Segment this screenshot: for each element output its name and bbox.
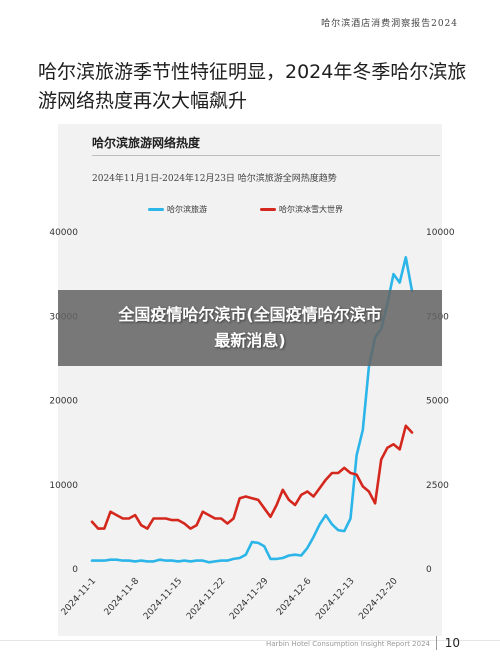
y-left-tick-label: 20000 [49, 397, 78, 407]
x-tick-label: 2024-12-20 [357, 576, 400, 622]
chart-subtitle: 2024年11月1日-2024年12月23日 哈尔滨旅游全网热度趋势 [92, 174, 337, 184]
y-right-tick-label: 0 [426, 565, 432, 575]
x-tick-label: 2024-12-6 [275, 576, 314, 618]
y-right-tick-label: 10000 [426, 228, 455, 238]
y-right-tick-label: 5000 [426, 397, 449, 407]
legend-swatch-series1 [148, 208, 164, 211]
overlay-line-2: 最新消息) [214, 331, 286, 350]
title-divider [92, 155, 440, 156]
legend-label-series2: 哈尔滨冰雪大世界 [279, 205, 343, 214]
legend-item-series1: 哈尔滨旅游 [148, 204, 207, 215]
footer-source: Harbin Hotel Consumption Insight Report … [265, 640, 430, 648]
legend-label-series1: 哈尔滨旅游 [167, 205, 207, 214]
overlay-caption: 全国疫情哈尔滨市(全国疫情哈尔滨市 最新消息) [58, 302, 442, 354]
report-header: 哈尔滨酒店消费洞察报告2024 [321, 19, 458, 29]
overlay-line-1: 全国疫情哈尔滨市(全国疫情哈尔滨市 [118, 305, 382, 324]
footer-divider [0, 640, 500, 641]
x-tick-label: 2024-11-8 [103, 576, 142, 618]
legend-item-series2: 哈尔滨冰雪大世界 [260, 204, 343, 215]
chart-panel [58, 124, 442, 636]
x-tick-label: 2024-12-13 [314, 576, 356, 622]
x-tick-label: 2024-11-22 [185, 576, 227, 622]
headline: 哈尔滨旅游季节性特征明显，2024年冬季哈尔滨旅游网络热度再次大幅飙升 [38, 61, 467, 112]
x-tick-label: 2024-11-15 [142, 576, 184, 622]
series-line-1 [90, 255, 414, 564]
x-tick-label: 2024-11-29 [228, 576, 271, 622]
series-line-2 [90, 424, 414, 530]
y-left-tick-label: 40000 [49, 228, 78, 238]
page-number: 10 [435, 636, 460, 650]
chart-title: 哈尔滨旅游网络热度 [92, 136, 201, 150]
y-right-tick-label: 2500 [426, 481, 449, 491]
x-tick-label: 2024-11-1 [60, 576, 99, 617]
overlay-banner [58, 290, 442, 366]
y-left-tick-label: 0 [72, 565, 78, 575]
y-left-tick-label: 10000 [49, 481, 78, 491]
legend-swatch-series2 [260, 208, 276, 211]
